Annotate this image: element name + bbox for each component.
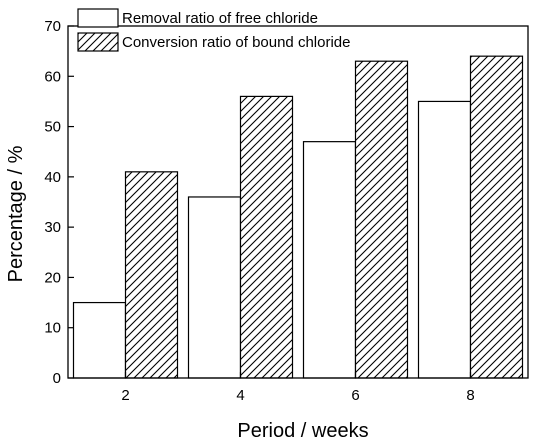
y-tick-label: 20 — [44, 269, 61, 286]
plot-frame — [67, 25, 529, 379]
x-axis: 2 4 6 8 — [121, 372, 475, 404]
y-tick-label: 30 — [44, 219, 61, 236]
legend-swatch-removal — [77, 8, 119, 28]
bar-conversion-ratio — [124, 171, 179, 379]
legend-label-conversion: Conversion ratio of bound chloride — [122, 34, 350, 51]
bar-removal-ratio — [302, 141, 357, 379]
y-tick-label: 50 — [44, 119, 61, 136]
y-tick-label: 0 — [53, 370, 61, 387]
legend-label-removal: Removal ratio of free chloride — [122, 10, 318, 27]
y-tick-label: 40 — [44, 169, 61, 186]
bar-conversion-ratio — [239, 95, 294, 379]
y-tick-label: 60 — [44, 68, 61, 85]
y-tick-label: 10 — [44, 320, 61, 337]
bar-conversion-ratio — [354, 60, 409, 379]
y-axis-title: Percentage / % — [5, 145, 27, 282]
x-tick-label: 2 — [121, 387, 129, 404]
legend: Removal ratio of free chloride Conversio… — [77, 8, 350, 52]
bar-removal-ratio — [72, 301, 127, 379]
bar-removal-ratio — [187, 196, 242, 379]
x-axis-title: Period / weeks — [237, 420, 368, 442]
bar-conversion-ratio — [469, 55, 524, 379]
bar-removal-ratio — [417, 100, 472, 379]
y-axis: 0 10 20 30 40 50 60 70 — [44, 18, 74, 387]
x-tick-label: 6 — [351, 387, 359, 404]
legend-swatch-conversion — [77, 32, 119, 52]
y-tick-label: 70 — [44, 18, 61, 35]
bars-layer — [72, 55, 524, 379]
x-tick-label: 4 — [236, 387, 244, 404]
x-tick-label: 8 — [466, 387, 474, 404]
